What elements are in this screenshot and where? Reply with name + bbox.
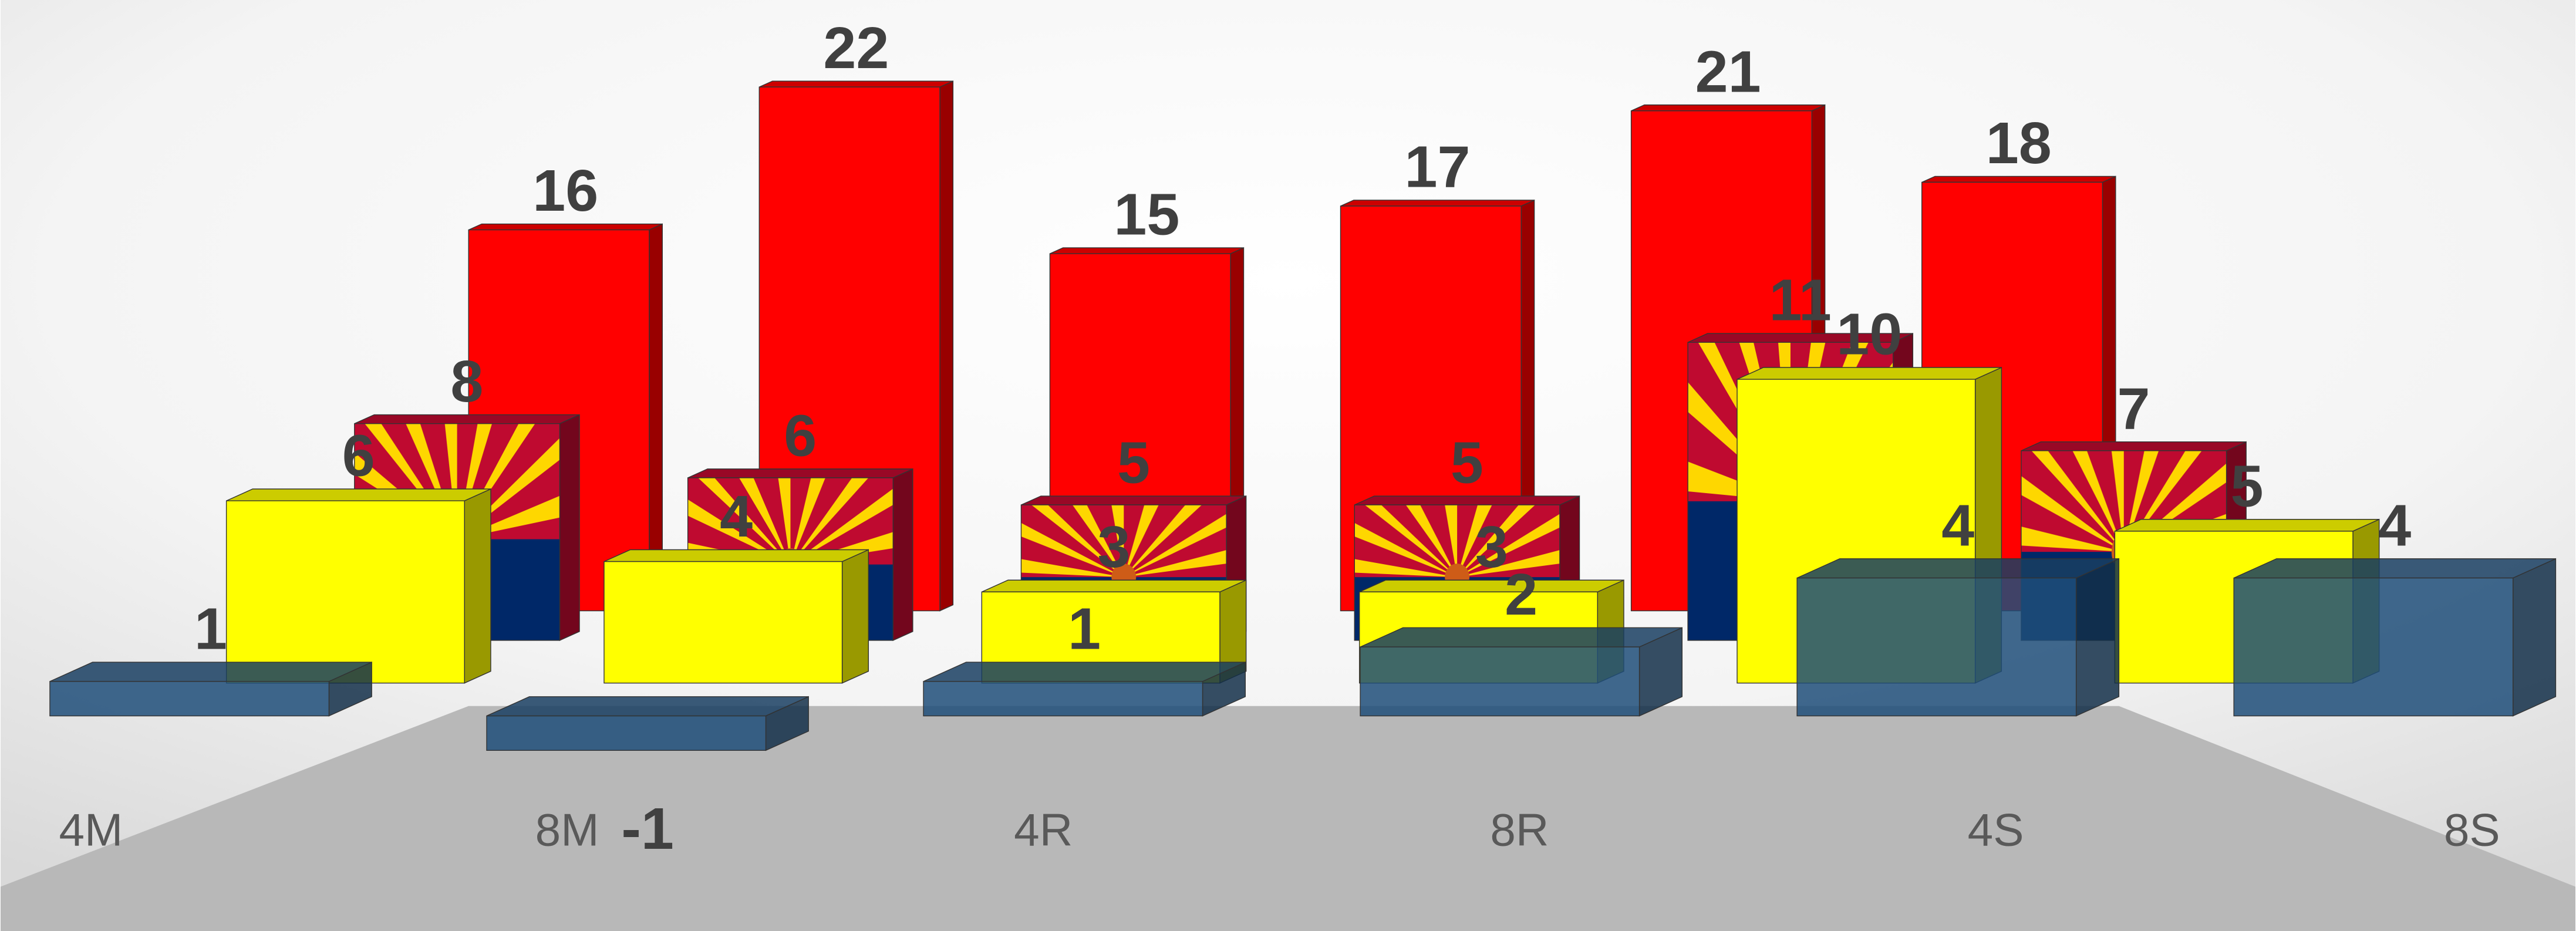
data-label: 2 [1505,562,1537,628]
bar-top [1050,247,1244,254]
data-label: 10 [1836,302,1902,367]
data-label: 1 [1068,596,1101,662]
bar-top [354,414,580,424]
bar-top [1737,367,2002,380]
data-label: 22 [823,15,889,81]
bar-top [226,488,491,501]
bar-top [1360,627,1683,647]
bar-side [939,80,954,612]
data-label: 5 [1451,430,1483,496]
data-label: 4 [720,484,753,549]
bar-top [603,549,869,562]
bar-top [2021,441,2247,451]
data-label: 16 [532,158,598,224]
data-label: 7 [2118,376,2150,441]
bar-side [2512,558,2557,717]
data-label: 17 [1405,134,1471,200]
bar-top [1359,579,1624,593]
bar [2233,577,2514,717]
data-label: 21 [1695,39,1761,104]
data-label: 1 [194,596,227,662]
bar-side [464,488,491,684]
bar-top [468,223,663,231]
bar-side [559,414,580,641]
bar-top [1340,200,1535,207]
bar-side [2075,558,2120,717]
bar-top [2233,558,2556,579]
data-label: 11 [1769,268,1831,333]
bar-top [1354,495,1580,505]
bar [923,681,1203,717]
data-label: 3 [1475,514,1508,580]
bar-side [892,468,913,641]
data-label: 5 [1117,430,1150,496]
data-label: 4 [2378,493,2411,559]
data-label: 4 [1941,493,1974,559]
bar-top [1021,495,1246,505]
bar [1796,577,2077,717]
bar [49,681,330,717]
data-label: 18 [1986,110,2052,176]
x-tick-label: 4M [59,804,123,856]
bar-top [2115,519,2380,532]
x-tick-label: 8S [2444,804,2500,856]
bar [1360,646,1640,717]
x-tick-label: 8M [535,804,599,856]
bar-top [1631,104,1825,112]
data-label: 8 [450,349,483,414]
bar-top [759,80,953,87]
bar-side [841,549,869,684]
data-label: 15 [1114,182,1179,248]
data-label: 6 [784,403,817,468]
floor [1,706,2575,931]
data-label: -1 [621,796,674,862]
data-label: 6 [342,423,375,489]
bar [225,500,465,684]
bar-top [1796,558,2119,579]
bar-top [687,468,913,478]
bar-top [923,662,1246,682]
bar [603,561,843,684]
bar-top [486,696,809,717]
data-label: 5 [2231,453,2264,519]
data-label: 3 [1097,514,1130,580]
bar-top [49,662,372,682]
bar [486,715,767,751]
bar-top [1921,176,2116,183]
bar-top [982,579,1246,593]
x-tick-label: 4S [1968,804,2024,856]
x-tick-label: 8R [1490,804,1549,856]
x-tick-label: 4R [1014,804,1073,856]
